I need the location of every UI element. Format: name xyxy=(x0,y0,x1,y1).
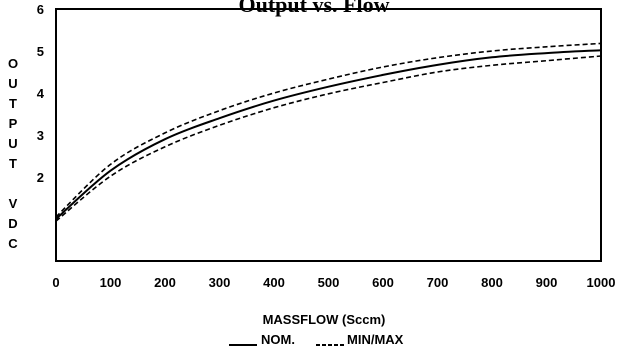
series-line-min xyxy=(55,55,602,222)
x-tick-label: 300 xyxy=(209,275,231,290)
y-tick-label: 2 xyxy=(37,170,44,185)
x-tick-label: 1000 xyxy=(587,275,616,290)
y-axis-title-letter: C xyxy=(8,236,18,251)
x-tick-label: 0 xyxy=(52,275,59,290)
y-axis-ticks: 2 3 4 5 6 xyxy=(37,2,45,185)
x-tick-label: 900 xyxy=(536,275,558,290)
y-axis-title-letter: U xyxy=(8,76,17,91)
x-axis-ticks: 0 100 200 300 400 500 600 700 800 900 1000 xyxy=(52,275,615,290)
y-tick-label: 5 xyxy=(37,44,44,59)
x-tick-label: 500 xyxy=(318,275,340,290)
y-tick-label: 4 xyxy=(37,86,45,101)
series-line-max xyxy=(55,42,602,218)
plot-area-border xyxy=(55,8,602,262)
legend-label-nom: NOM. xyxy=(261,332,295,347)
legend: NOM. MIN/MAX xyxy=(229,332,404,347)
y-axis-title-letter: T xyxy=(9,156,17,171)
x-tick-label: 100 xyxy=(100,275,122,290)
x-tick-label: 200 xyxy=(154,275,176,290)
legend-label-minmax: MIN/MAX xyxy=(347,332,404,347)
y-axis-title-letter: O xyxy=(8,56,18,71)
x-tick-label: 400 xyxy=(263,275,285,290)
series-line-nom xyxy=(55,49,602,220)
y-axis-title-letter: V xyxy=(9,196,18,211)
y-axis-title-letter: U xyxy=(8,136,17,151)
y-axis-title-letter: P xyxy=(9,116,18,131)
y-axis-title-letter: T xyxy=(9,96,17,111)
x-tick-label: 700 xyxy=(427,275,449,290)
y-tick-label: 6 xyxy=(37,2,44,17)
x-tick-label: 800 xyxy=(481,275,503,290)
y-tick-label: 3 xyxy=(37,128,44,143)
x-tick-label: 600 xyxy=(372,275,394,290)
y-axis-title-letter: D xyxy=(8,216,17,231)
x-axis-title: MASSFLOW (Sccm) xyxy=(263,312,386,327)
series-lines xyxy=(55,42,602,222)
